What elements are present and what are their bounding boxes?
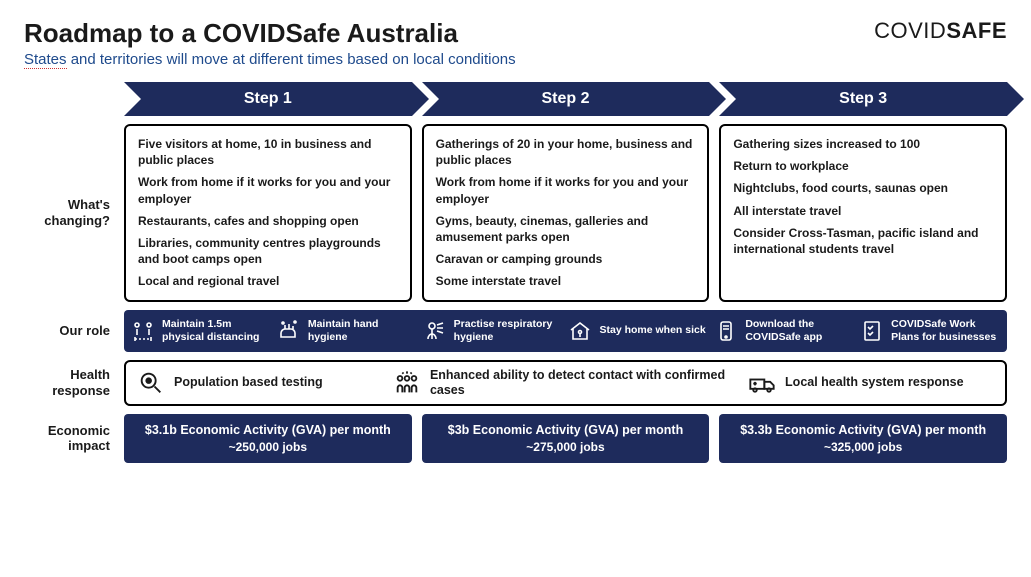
role-text: Download the COVIDSafe app: [745, 318, 855, 342]
list-item: Consider Cross-Tasman, pacific island an…: [733, 225, 993, 257]
list-item: Work from home if it works for you and y…: [138, 174, 398, 206]
econ-jobs: ~275,000 jobs: [428, 440, 704, 456]
econ-line: $3.3b Economic Activity (GVA) per month: [725, 422, 1001, 438]
home-icon: [567, 318, 593, 344]
health-text: Population based testing: [174, 375, 323, 390]
subtitle-rest: and territories will move at different t…: [67, 51, 516, 68]
page-title: Roadmap to a COVIDSafe Australia: [24, 18, 516, 49]
list-item: Caravan or camping grounds: [436, 251, 696, 267]
list-item: Gatherings of 20 in your home, business …: [436, 136, 696, 168]
role-text: Maintain hand hygiene: [308, 318, 418, 342]
subtitle: States and territories will move at diff…: [24, 51, 516, 68]
list-item: Libraries, community centres playgrounds…: [138, 235, 398, 267]
step2-label: Step 2: [541, 90, 589, 108]
brand-logo: COVIDSAFE: [874, 18, 1007, 44]
handwash-icon: [276, 318, 302, 344]
title-lead: Roadmap to a: [24, 18, 203, 48]
step3-label: Step 3: [839, 90, 887, 108]
step1-label: Step 1: [244, 90, 292, 108]
econ-box-step1: $3.1b Economic Activity (GVA) per month …: [124, 414, 412, 464]
health-item-local: Local health system response: [747, 368, 995, 398]
list-item: Return to workplace: [733, 158, 993, 174]
list-item: Gyms, beauty, cinemas, galleries and amu…: [436, 213, 696, 245]
brand-thin: COVID: [874, 18, 946, 43]
list-item: All interstate travel: [733, 203, 993, 219]
role-item-stayhome: Stay home when sick: [567, 318, 709, 344]
health-text: Enhanced ability to detect contact with …: [430, 368, 739, 398]
health-item-contact: Enhanced ability to detect contact with …: [392, 368, 739, 398]
row-label-changing: What's changing?: [24, 197, 114, 228]
title-tail: Australia: [340, 18, 458, 48]
list-item: Nightclubs, food courts, saunas open: [733, 180, 993, 196]
econ-line: $3b Economic Activity (GVA) per month: [428, 422, 704, 438]
role-text: Stay home when sick: [599, 324, 705, 336]
title-block: Roadmap to a COVIDSafe Australia States …: [24, 18, 516, 68]
list-item: Local and regional travel: [138, 273, 398, 289]
contact-icon: [392, 368, 422, 398]
subtitle-underlined: States: [24, 51, 67, 69]
role-text: Maintain 1.5m physical distancing: [162, 318, 272, 342]
ambulance-icon: [747, 368, 777, 398]
step-banner-1: Step 1: [124, 82, 412, 116]
changing-card-step2: Gatherings of 20 in your home, business …: [422, 124, 710, 302]
row-label-role: Our role: [24, 323, 114, 339]
list-item: Work from home if it works for you and y…: [436, 174, 696, 206]
list-item: Restaurants, cafes and shopping open: [138, 213, 398, 229]
testing-icon: [136, 368, 166, 398]
econ-line: $3.1b Economic Activity (GVA) per month: [130, 422, 406, 438]
role-item-workplan: COVIDSafe Work Plans for businesses: [859, 318, 1001, 344]
changing-card-step3: Gathering sizes increased to 100 Return …: [719, 124, 1007, 302]
roadmap-grid: Step 1 Step 2 Step 3 What's changing? Fi…: [24, 82, 1007, 463]
title-bold: COVIDSafe: [203, 18, 340, 48]
distancing-icon: [130, 318, 156, 344]
econ-box-step3: $3.3b Economic Activity (GVA) per month …: [719, 414, 1007, 464]
health-item-testing: Population based testing: [136, 368, 384, 398]
changing-card-step1: Five visitors at home, 10 in business an…: [124, 124, 412, 302]
respiratory-icon: [422, 318, 448, 344]
list-item: Five visitors at home, 10 in business an…: [138, 136, 398, 168]
checklist-icon: [859, 318, 885, 344]
econ-jobs: ~250,000 jobs: [130, 440, 406, 456]
econ-box-step2: $3b Economic Activity (GVA) per month ~2…: [422, 414, 710, 464]
list-item: Gathering sizes increased to 100: [733, 136, 993, 152]
role-item-handwash: Maintain hand hygiene: [276, 318, 418, 344]
role-item-respiratory: Practise respiratory hygiene: [422, 318, 564, 344]
role-text: COVIDSafe Work Plans for businesses: [891, 318, 1001, 342]
role-bar: Maintain 1.5m physical distancing Mainta…: [124, 310, 1007, 352]
role-item-app: Download the COVIDSafe app: [713, 318, 855, 344]
step-banner-2: Step 2: [422, 82, 710, 116]
brand-bold: SAFE: [946, 18, 1007, 43]
role-item-distancing: Maintain 1.5m physical distancing: [130, 318, 272, 344]
role-text: Practise respiratory hygiene: [454, 318, 564, 342]
list-item: Some interstate travel: [436, 273, 696, 289]
step-banner-3: Step 3: [719, 82, 1007, 116]
econ-jobs: ~325,000 jobs: [725, 440, 1001, 456]
health-text: Local health system response: [785, 375, 964, 390]
row-label-health: Health response: [24, 367, 114, 398]
app-icon: [713, 318, 739, 344]
header-row: Roadmap to a COVIDSafe Australia States …: [24, 18, 1007, 68]
health-bar: Population based testing Enhanced abilit…: [124, 360, 1007, 406]
row-label-economic: Economic impact: [24, 423, 114, 454]
